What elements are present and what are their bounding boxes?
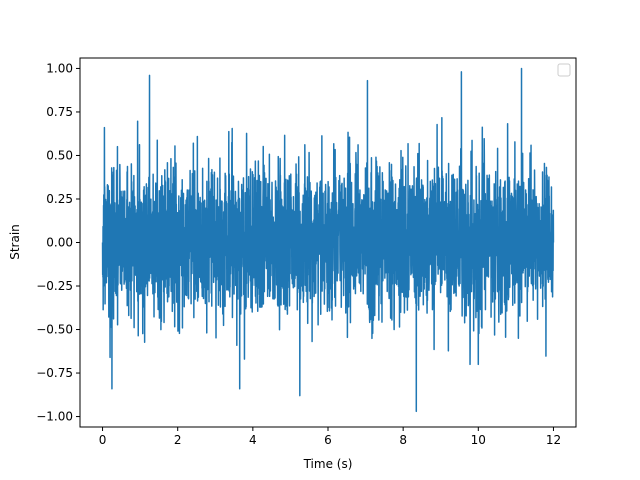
y-axis-label: Strain — [8, 224, 22, 260]
y-tick-label: −0.75 — [36, 366, 73, 380]
x-tick-label: 8 — [399, 433, 407, 447]
y-tick-label: 0.25 — [46, 192, 73, 206]
x-tick-label: 0 — [99, 433, 107, 447]
legend-box[interactable] — [557, 63, 571, 77]
y-tick-label: 1.00 — [46, 61, 73, 75]
x-tick-label: 6 — [324, 433, 332, 447]
strain-series-line — [101, 67, 555, 413]
y-tick-label: −0.25 — [36, 279, 73, 293]
x-tick-label: 10 — [471, 433, 486, 447]
y-tick-label: 0.50 — [46, 148, 73, 162]
y-tick-label: −1.00 — [36, 410, 73, 424]
x-axis-ticks: 0 2 4 6 8 10 12 — [99, 427, 561, 447]
y-tick-label: 0.75 — [46, 105, 73, 119]
y-axis-ticks: −1.00 −0.75 −0.50 −0.25 0.00 0.25 0.50 0.75 1.00 — [36, 61, 80, 424]
x-tick-label: 12 — [546, 433, 561, 447]
y-tick-label: −0.50 — [36, 323, 73, 337]
x-tick-label: 4 — [249, 433, 257, 447]
x-tick-label: 2 — [174, 433, 182, 447]
plot-area — [79, 57, 577, 428]
x-axis-label: Time (s) — [303, 457, 353, 471]
y-tick-label: 0.00 — [46, 236, 73, 250]
series-layer — [101, 67, 555, 413]
